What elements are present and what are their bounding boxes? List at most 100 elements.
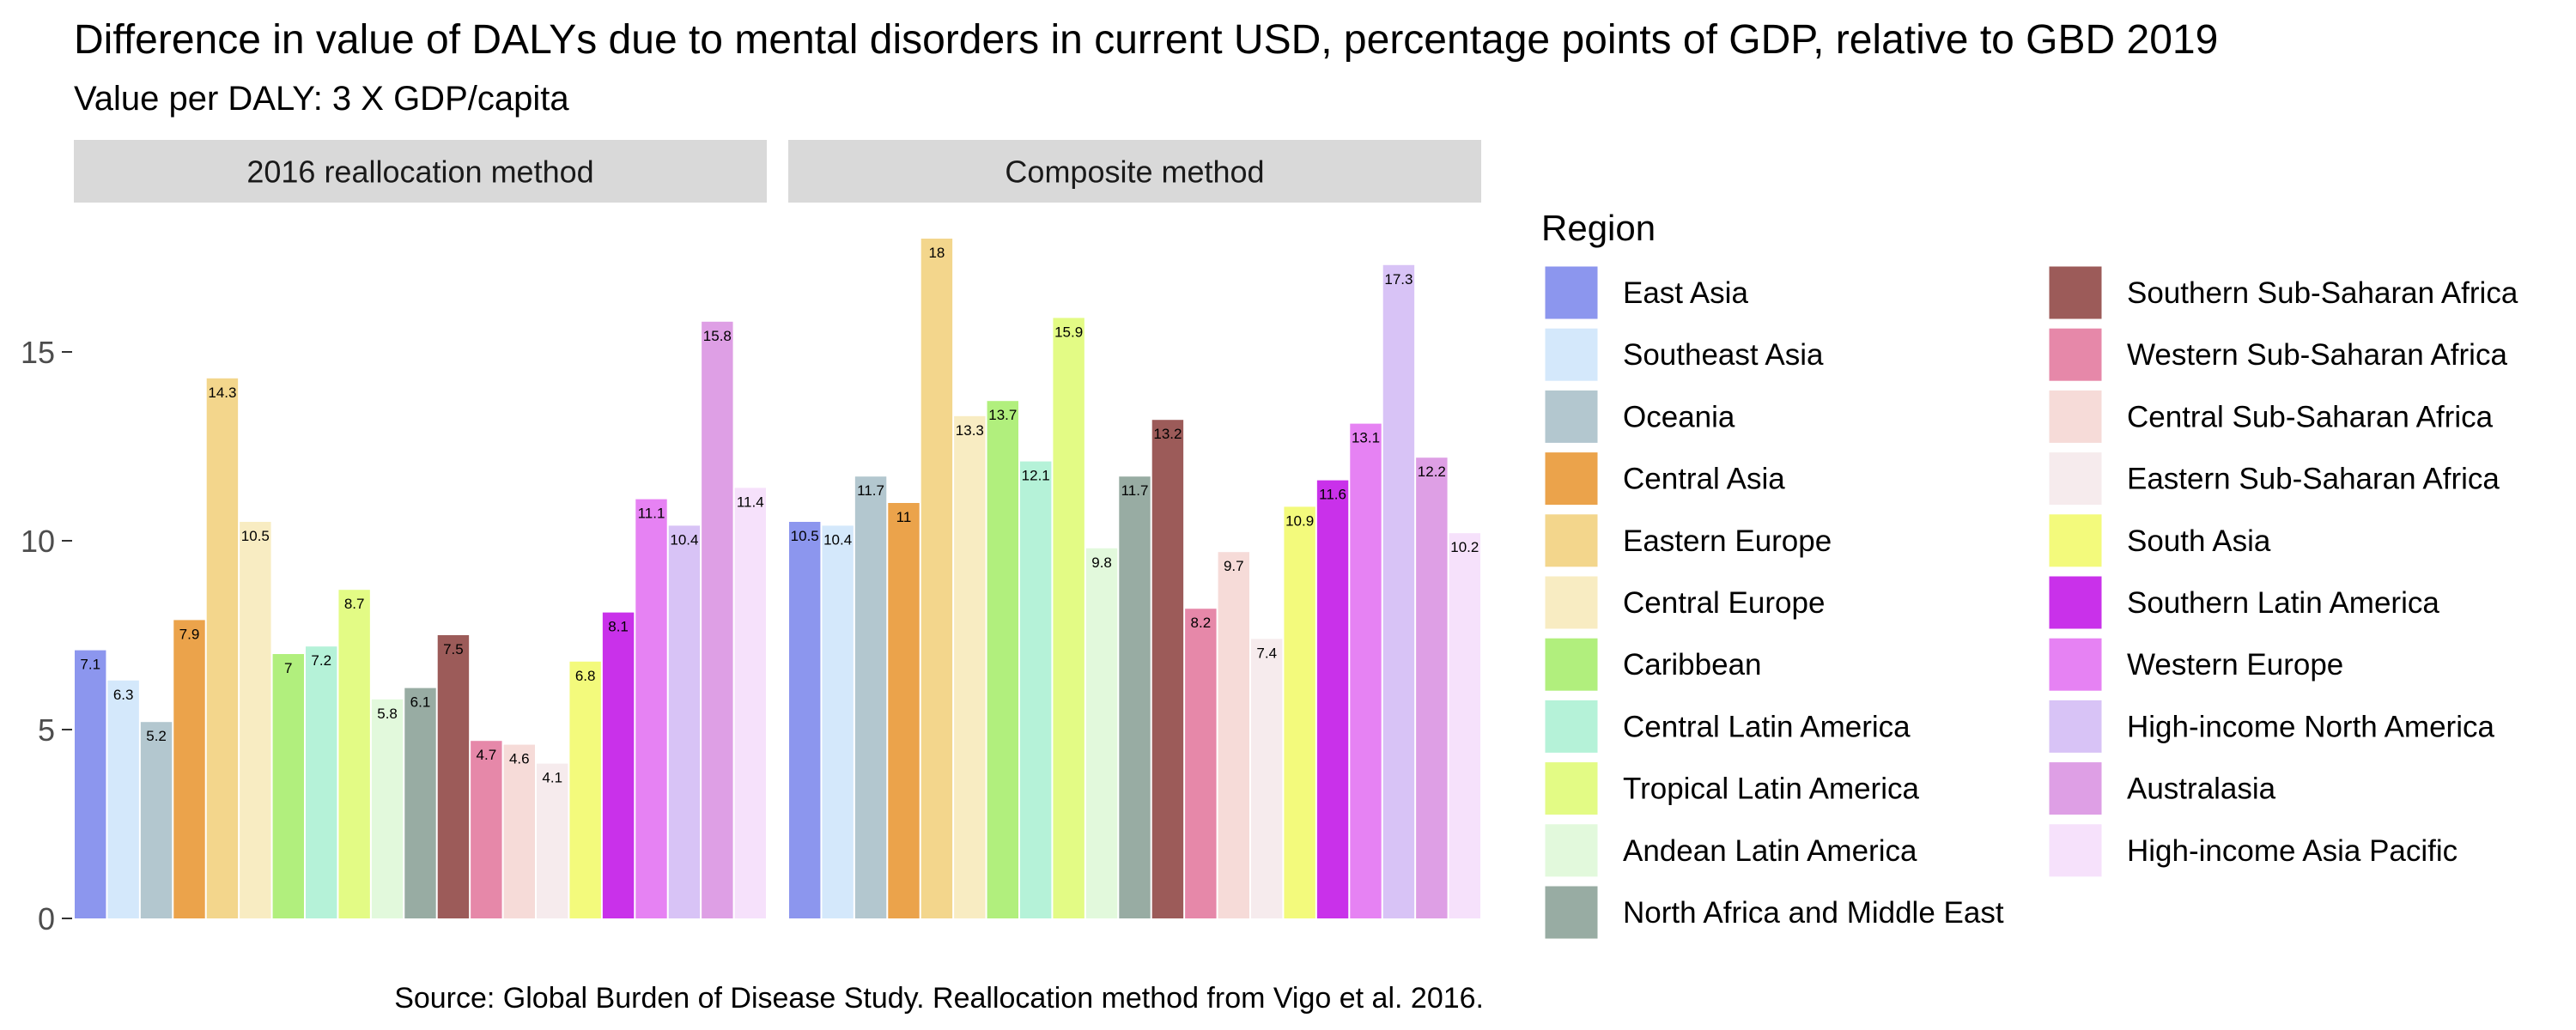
legend-label: High-income Asia Pacific — [2127, 834, 2458, 868]
y-tick-label: 0 — [38, 901, 55, 936]
legend-label: Eastern Europe — [1623, 524, 1832, 558]
bar — [371, 699, 404, 918]
legend-item: Western Sub-Saharan Africa — [2046, 325, 2507, 384]
bar — [1085, 548, 1118, 918]
bar — [1218, 552, 1249, 918]
legend-swatch — [1542, 883, 1601, 942]
legend-label: Southeast Asia — [1623, 338, 1824, 372]
bar — [822, 525, 854, 918]
chart-panels: 2016 reallocation method 7.1 6.3 5.2 7.9 14.3… — [74, 140, 1481, 919]
legend-swatch — [1542, 573, 1601, 632]
legend-item: Eastern Europe — [1542, 512, 1832, 570]
bar-label: 6.8 — [575, 668, 596, 684]
bar-label: 7.5 — [443, 641, 464, 657]
legend-label: High-income North America — [2127, 710, 2494, 743]
legend-item: Australasia — [2046, 760, 2276, 818]
bar — [206, 378, 239, 918]
panel-strip-label: Composite method — [1005, 154, 1264, 190]
legend-item: Central Sub-Saharan Africa — [2046, 387, 2494, 445]
legend-item: High-income North America — [2046, 697, 2494, 755]
bar-label: 11.4 — [737, 494, 764, 510]
legend-swatch — [2046, 325, 2105, 384]
bar — [702, 321, 733, 918]
legend-label: East Asia — [1623, 276, 1748, 310]
bar-label: 8.1 — [608, 619, 629, 635]
legend-item: South Asia — [2046, 512, 2271, 570]
legend-label: Tropical Latin America — [1623, 772, 1919, 806]
bar-label: 7.2 — [311, 652, 331, 669]
legend-swatch — [1542, 697, 1601, 755]
bar-label: 13.3 — [956, 422, 984, 439]
bar-label: 17.3 — [1384, 271, 1413, 288]
legend-swatch — [2046, 512, 2105, 570]
bar — [1284, 506, 1315, 918]
bar — [1053, 318, 1084, 918]
legend-item: Caribbean — [1542, 635, 1762, 694]
legend-swatch — [2046, 635, 2105, 694]
chart-title: Difference in value of DALYs due to ment… — [74, 17, 2218, 63]
legend-swatch — [1542, 264, 1601, 322]
bar-label: 7.9 — [179, 626, 200, 642]
legend-swatch — [2046, 264, 2105, 322]
bar — [75, 650, 106, 918]
bar — [987, 401, 1018, 918]
legend-label: South Asia — [2127, 524, 2271, 558]
bar-label: 13.1 — [1352, 430, 1380, 446]
bar-label: 18 — [928, 245, 945, 261]
legend-item: Andean Latin America — [1542, 821, 1917, 880]
bar — [404, 688, 436, 918]
legend-label: Central Asia — [1623, 463, 1785, 496]
legend-label: Oceania — [1623, 400, 1735, 433]
bar — [240, 522, 271, 918]
bar — [1316, 480, 1349, 918]
legend-swatch — [1542, 450, 1601, 508]
bar-label: 15.9 — [1054, 324, 1083, 340]
legend-label: Central Latin America — [1623, 710, 1911, 743]
bar-label: 10.5 — [791, 528, 819, 544]
bar — [1251, 639, 1283, 918]
legend: East Asia Southeast Asia Oceania Central As… — [1542, 264, 2518, 942]
bar — [635, 499, 667, 918]
bar-label: 4.6 — [509, 751, 530, 767]
legend-swatch — [2046, 450, 2105, 508]
legend-label: Australasia — [2127, 772, 2276, 806]
bar-label: 7 — [284, 660, 292, 676]
bar-label: 7.1 — [80, 657, 100, 673]
legend-swatch — [1542, 387, 1601, 445]
bar — [1382, 264, 1415, 918]
bar — [1416, 457, 1448, 918]
bar-label: 8.7 — [344, 596, 365, 612]
bar-label: 6.3 — [113, 687, 134, 703]
bar-label: 11 — [896, 509, 912, 525]
panel-0: 2016 reallocation method 7.1 6.3 5.2 7.9 14.3… — [74, 140, 767, 918]
legend-swatch — [2046, 573, 2105, 632]
legend-item: High-income Asia Pacific — [2046, 821, 2458, 880]
bar-label: 8.2 — [1191, 615, 1212, 631]
bar — [1119, 476, 1151, 918]
legend-swatch — [2046, 821, 2105, 880]
bar — [920, 239, 953, 918]
bar-label: 12.1 — [1022, 468, 1050, 484]
y-tick-label: 5 — [38, 712, 55, 748]
legend-label: Southern Latin America — [2127, 586, 2439, 620]
bar-label: 11.1 — [638, 506, 665, 522]
legend-swatch — [2046, 760, 2105, 818]
legend-item: Central Latin America — [1542, 697, 1911, 755]
bar-label: 10.4 — [670, 531, 698, 548]
bar — [1449, 533, 1480, 918]
bar — [888, 503, 920, 918]
legend-label: Western Europe — [2127, 648, 2343, 682]
y-axis: 0 5 10 15 — [21, 335, 72, 936]
bar — [306, 646, 337, 918]
legend-swatch — [1542, 760, 1601, 818]
bar — [668, 525, 701, 918]
legend-item: Eastern Sub-Saharan Africa — [2046, 450, 2500, 508]
y-tick-label: 10 — [21, 524, 55, 559]
panel-1: Composite method 10.5 10.4 11.7 11 18 13.313.7… — [788, 140, 1481, 919]
bar — [854, 476, 887, 918]
bar-label: 7.4 — [1256, 645, 1277, 661]
bar-label: 6.1 — [410, 694, 431, 711]
legend-item: East Asia — [1542, 264, 1748, 322]
bar-label: 12.2 — [1418, 464, 1446, 480]
